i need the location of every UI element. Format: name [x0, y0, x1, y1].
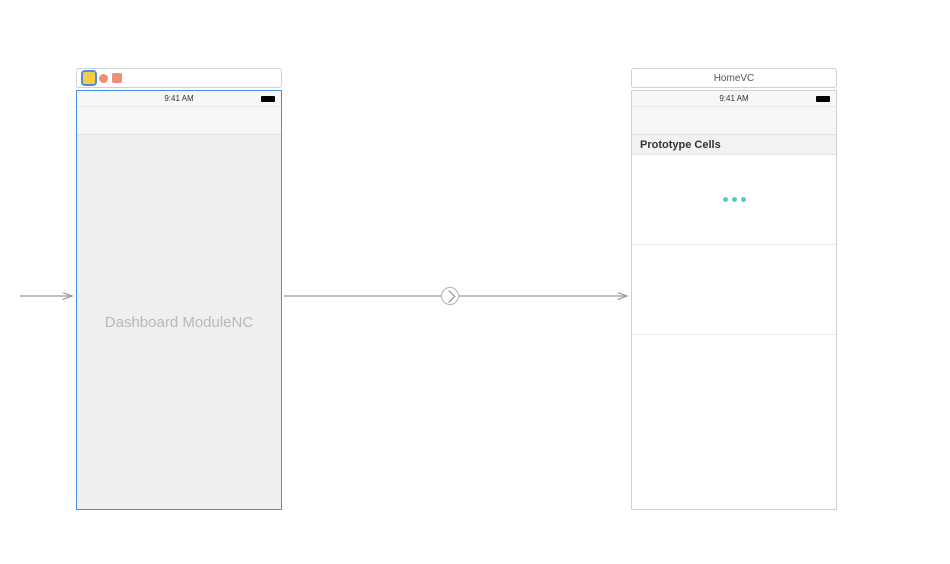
first-responder-icon[interactable] — [83, 72, 95, 84]
battery-icon — [816, 96, 830, 102]
navigation-bar — [77, 107, 281, 135]
prototype-cell[interactable] — [632, 245, 836, 335]
status-bar: 9:41 AM — [77, 91, 281, 107]
section-header-label: Prototype Cells — [640, 139, 721, 151]
segue-indicator[interactable] — [441, 287, 459, 305]
prototype-cell[interactable] — [632, 155, 836, 245]
scene-title-label: HomeVC — [714, 73, 755, 84]
prototype-cells-header: Prototype Cells — [632, 135, 836, 155]
scene-dashboard[interactable]: 9:41 AM Dashboard ModuleNC — [76, 68, 282, 510]
dot-icon — [723, 197, 728, 202]
phone-canvas-right[interactable]: 9:41 AM Prototype Cells — [631, 90, 837, 510]
exit-icon[interactable] — [99, 74, 108, 83]
status-time: 9:41 AM — [164, 94, 193, 103]
content-placeholder: Dashboard ModuleNC — [77, 135, 281, 509]
scene-title-bar[interactable]: HomeVC — [631, 68, 837, 88]
dot-icon — [732, 197, 737, 202]
placeholder-label: Dashboard ModuleNC — [105, 314, 253, 331]
dot-icon — [741, 197, 746, 202]
scene-homevc[interactable]: HomeVC 9:41 AM Prototype Cells — [631, 68, 837, 510]
navigation-bar — [632, 107, 836, 135]
status-bar: 9:41 AM — [632, 91, 836, 107]
loading-dots — [723, 197, 746, 202]
battery-icon — [261, 96, 275, 102]
status-time: 9:41 AM — [719, 94, 748, 103]
scene-title-bar[interactable] — [76, 68, 282, 88]
table-view[interactable]: Prototype Cells — [632, 135, 836, 509]
storyboard-ref-icon[interactable] — [112, 73, 122, 83]
phone-canvas-left[interactable]: 9:41 AM Dashboard ModuleNC — [76, 90, 282, 510]
